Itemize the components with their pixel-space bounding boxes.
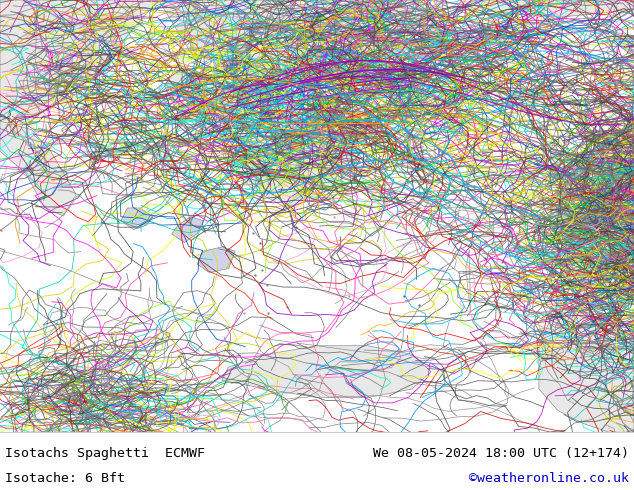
Text: ©weatheronline.co.uk: ©weatheronline.co.uk (469, 472, 629, 486)
Text: We 08-05-2024 18:00 UTC (12+174): We 08-05-2024 18:00 UTC (12+174) (373, 447, 629, 460)
Text: Isotachs Spaghetti  ECMWF: Isotachs Spaghetti ECMWF (5, 447, 205, 460)
Text: Isotache: 6 Bft: Isotache: 6 Bft (5, 472, 125, 486)
